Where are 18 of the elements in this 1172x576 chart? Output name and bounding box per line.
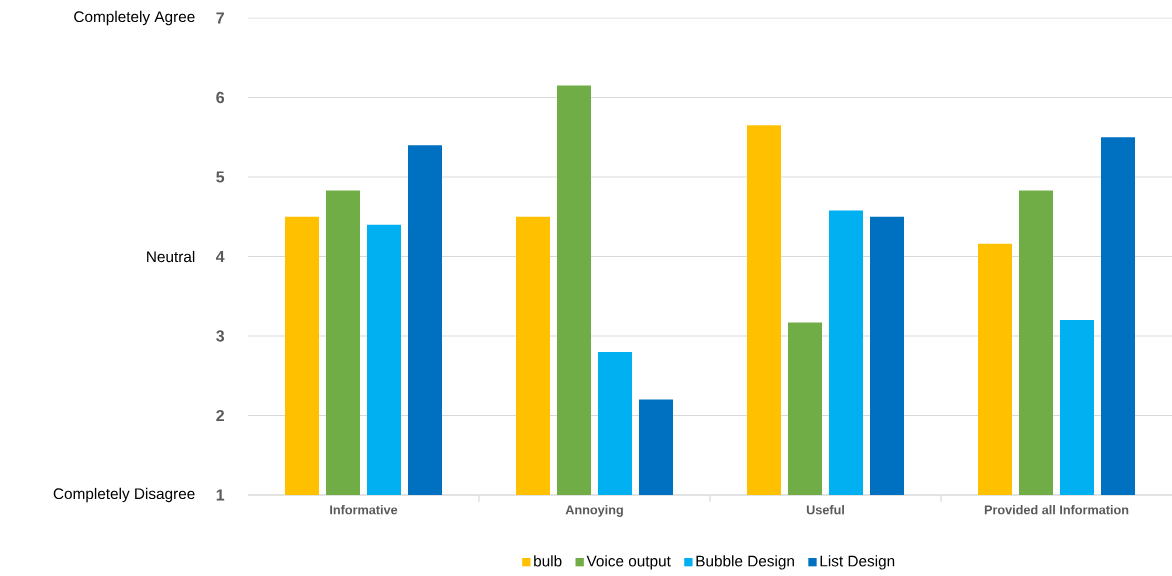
text: Neutral bbox=[147, 250, 195, 263]
y-tick-label: 2 bbox=[216, 409, 224, 422]
y-tick-label: 7 bbox=[216, 12, 224, 24]
y-tick-label: 5 bbox=[216, 171, 225, 183]
legend-label: List Design bbox=[820, 555, 895, 570]
y-tick-label: 3 bbox=[216, 330, 225, 342]
x-tick-label: Provided all Information bbox=[984, 505, 1129, 515]
legend-label: bulb bbox=[534, 555, 562, 567]
x-tick-label: Annoying bbox=[565, 505, 623, 517]
text: Completely Disagree bbox=[53, 487, 195, 503]
text: Completely Agree bbox=[74, 10, 195, 26]
legend-label: Voice output bbox=[586, 555, 671, 570]
y-tick-label: 4 bbox=[215, 251, 225, 263]
x-tick-label: Useful bbox=[806, 505, 844, 515]
y-tick-label: 6 bbox=[216, 91, 225, 104]
y-tick-label: 1 bbox=[216, 489, 225, 501]
legend-label: Bubble Design bbox=[696, 555, 794, 570]
x-tick-label: Informative bbox=[330, 505, 398, 515]
